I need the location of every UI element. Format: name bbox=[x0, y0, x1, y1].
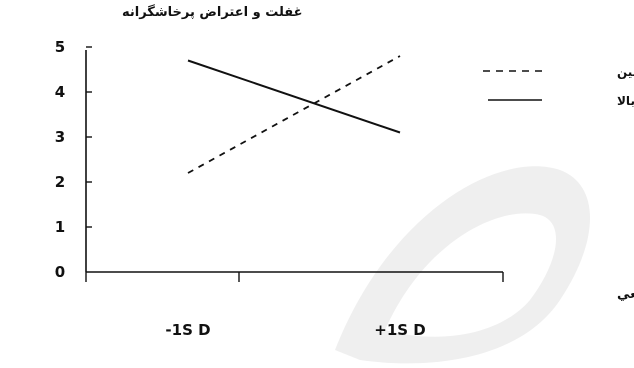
y-tick-label-5: 5 bbox=[55, 38, 65, 56]
series-line-high-positive-affect bbox=[187, 59, 401, 134]
watermark bbox=[335, 166, 590, 364]
x-axis-labels: -1S D +1S D bbox=[165, 321, 425, 339]
series-lines bbox=[187, 55, 401, 174]
y-tick-label-4: 4 bbox=[55, 83, 65, 101]
legend-label-low-positive-affect: عاطفه مثبت پائين bbox=[617, 65, 634, 79]
y-tick-label-3: 3 bbox=[55, 128, 65, 146]
y-axis-ticks: 0 1 2 3 4 5 bbox=[55, 38, 92, 281]
y-tick-label-2: 2 bbox=[55, 173, 65, 191]
x-tick-label-1: +1S D bbox=[374, 321, 425, 339]
y-axis-title: غفلت و اعتراض پرخاشگرانه bbox=[122, 4, 303, 20]
y-tick-label-0: 0 bbox=[55, 263, 65, 281]
series-line-low-positive-affect bbox=[187, 55, 401, 174]
x-axis-title: بي‌عدالتي توزيعي bbox=[617, 287, 634, 302]
legend-label-high-positive-affect: عاطفه مثبت بالا bbox=[617, 94, 634, 108]
legend: عاطفه مثبت پائين عاطفه مثبت بالا bbox=[483, 65, 634, 108]
x-tick-label-0: -1S D bbox=[165, 321, 210, 339]
y-tick-label-1: 1 bbox=[55, 218, 65, 236]
